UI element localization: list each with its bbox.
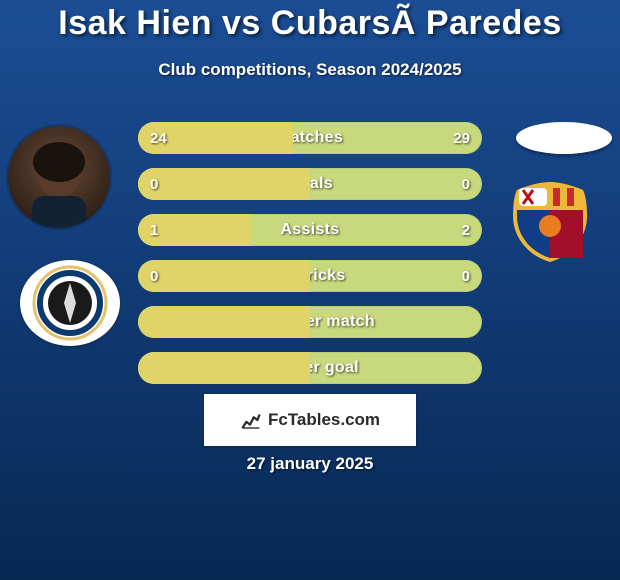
stat-value-right: 2	[462, 222, 470, 239]
player-avatar-left	[8, 126, 110, 228]
stat-bar: 00Hattricks	[138, 260, 482, 292]
stat-value-right: 29	[453, 130, 470, 147]
stat-bars: 2429Matches00Goals12Assists00HattricksGo…	[138, 122, 482, 384]
footer-date: 27 january 2025	[0, 454, 620, 474]
page-subtitle: Club competitions, Season 2024/2025	[0, 60, 620, 80]
stat-bar-split	[138, 260, 310, 292]
stat-value-left: 1	[150, 222, 158, 239]
stat-bar-split	[138, 168, 310, 200]
footer-brand-box: FcTables.com	[204, 394, 416, 446]
club-crest-left	[20, 260, 120, 346]
stat-value-right: 0	[462, 176, 470, 193]
club-crest-right	[500, 178, 600, 264]
stat-value-right: 0	[462, 268, 470, 285]
stat-value-left: 0	[150, 268, 158, 285]
stat-label: Assists	[280, 221, 339, 239]
stat-bar-split	[138, 352, 310, 384]
stat-value-left: 24	[150, 130, 167, 147]
stat-bar-split	[138, 306, 310, 338]
chart-icon	[240, 409, 262, 431]
player-avatar-right	[516, 122, 612, 154]
stat-bar: 2429Matches	[138, 122, 482, 154]
stat-value-left: 0	[150, 176, 158, 193]
stat-bar: 1 2 Assists	[138, 214, 482, 246]
page-title: Isak Hien vs CubarsÃ Paredes	[0, 4, 620, 43]
stat-bar: Goals per match	[138, 306, 482, 338]
footer-brand-text: FcTables.com	[268, 410, 380, 430]
stat-bar: Min per goal	[138, 352, 482, 384]
stat-bar: 00Goals	[138, 168, 482, 200]
